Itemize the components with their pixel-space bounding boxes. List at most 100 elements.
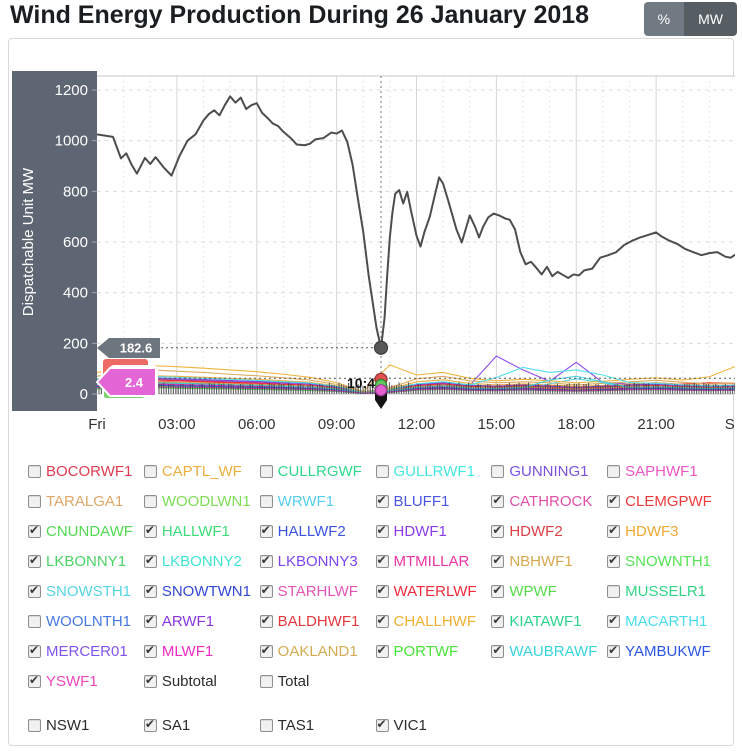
legend-checkbox[interactable] [491, 465, 505, 478]
legend-item-mercer01[interactable]: MERCER01 [28, 641, 144, 662]
legend-checkbox[interactable] [28, 584, 41, 598]
legend-checkbox[interactable] [607, 524, 621, 538]
legend-checkbox[interactable] [28, 719, 41, 732]
legend-item-yswf1[interactable]: YSWF1 [28, 671, 144, 692]
legend-checkbox[interactable] [607, 614, 621, 628]
legend-item-mlwf1[interactable]: MLWF1 [143, 641, 260, 662]
legend-checkbox[interactable] [143, 614, 157, 628]
chart-area[interactable]: 0 200 400 600 800 1000 1200 Dispatchable Unit M… [9, 39, 742, 449]
mw-button[interactable]: MW [684, 2, 737, 36]
legend-checkbox[interactable] [375, 494, 389, 508]
legend-checkbox[interactable] [28, 554, 41, 568]
legend-item-total[interactable]: Total [259, 671, 376, 692]
legend-item-baldhwf1[interactable]: BALDHWF1 [259, 611, 376, 632]
legend-checkbox[interactable] [491, 614, 505, 628]
legend-item-subtotal[interactable]: Subtotal [143, 671, 260, 692]
legend-checkbox[interactable] [143, 718, 157, 732]
legend-item-waterlwf[interactable]: WATERLWF [375, 581, 492, 602]
legend-checkbox[interactable] [259, 554, 273, 568]
legend-item-hdwf3[interactable]: HDWF3 [607, 521, 723, 542]
legend-checkbox[interactable] [259, 644, 273, 658]
legend-item-hallwf1[interactable]: HALLWF1 [143, 521, 260, 542]
legend-item-snowtwn1[interactable]: SNOWTWN1 [143, 581, 260, 602]
legend-item-oakland1[interactable]: OAKLAND1 [259, 641, 376, 662]
legend-item-saphwf1[interactable]: SAPHWF1 [607, 461, 723, 482]
legend-checkbox[interactable] [491, 584, 505, 598]
legend-item-hdwf1[interactable]: HDWF1 [375, 521, 492, 542]
legend-item-yambukwf[interactable]: YAMBUKWF [607, 641, 723, 662]
legend-item-hallwf2[interactable]: HALLWF2 [259, 521, 376, 542]
legend-item-bocorwf1[interactable]: BOCORWF1 [28, 461, 144, 482]
legend-checkbox[interactable] [28, 495, 41, 508]
legend-item-wrwf1[interactable]: WRWF1 [259, 491, 376, 512]
legend-item-macarth1[interactable]: MACARTH1 [607, 611, 723, 632]
legend-checkbox[interactable] [259, 719, 273, 732]
legend-item-arwf1[interactable]: ARWF1 [143, 611, 260, 632]
region-item-sa1[interactable]: SA1 [143, 715, 260, 736]
legend-item-gullrwf1[interactable]: GULLRWF1 [375, 461, 492, 482]
legend-checkbox[interactable] [143, 465, 157, 478]
legend-item-woolnth1[interactable]: WOOLNTH1 [28, 611, 144, 632]
legend-item-cnundawf[interactable]: CNUNDAWF [28, 521, 144, 542]
legend-checkbox[interactable] [259, 495, 273, 508]
legend-checkbox[interactable] [375, 584, 389, 598]
legend-checkbox[interactable] [607, 465, 621, 478]
wind-production-chart[interactable]: 0 200 400 600 800 1000 1200 Dispatchable Unit M… [9, 39, 742, 449]
legend-item-taralga1[interactable]: TARALGA1 [28, 491, 144, 512]
legend-item-lkbonny1[interactable]: LKBONNY1 [28, 551, 144, 572]
legend-checkbox[interactable] [491, 524, 505, 538]
legend-checkbox[interactable] [259, 614, 273, 628]
legend-checkbox[interactable] [491, 644, 505, 658]
legend-checkbox[interactable] [375, 614, 389, 628]
legend-item-captl_wf[interactable]: CAPTL_WF [143, 461, 260, 482]
legend-checkbox[interactable] [143, 524, 157, 538]
legend-checkbox[interactable] [143, 674, 157, 688]
percent-button[interactable]: % [643, 2, 685, 36]
legend-item-hdwf2[interactable]: HDWF2 [491, 521, 607, 542]
legend-item-snownth1[interactable]: SNOWNTH1 [607, 551, 723, 572]
legend-item-musselr1[interactable]: MUSSELR1 [607, 581, 723, 602]
legend-item-bluff1[interactable]: BLUFF1 [375, 491, 492, 512]
legend-checkbox[interactable] [259, 584, 273, 598]
legend-item-starhlwf[interactable]: STARHLWF [259, 581, 376, 602]
legend-checkbox[interactable] [375, 718, 389, 732]
legend-checkbox[interactable] [607, 494, 621, 508]
legend-checkbox[interactable] [607, 585, 621, 598]
legend-item-portwf[interactable]: PORTWF [375, 641, 492, 662]
legend-checkbox[interactable] [491, 554, 505, 568]
legend-checkbox[interactable] [143, 584, 157, 598]
legend-checkbox[interactable] [28, 644, 41, 658]
legend-item-cullrgwf[interactable]: CULLRGWF [259, 461, 376, 482]
legend-item-waubrawf[interactable]: WAUBRAWF [491, 641, 607, 662]
legend-checkbox[interactable] [28, 465, 41, 478]
legend-checkbox[interactable] [491, 494, 505, 508]
legend-item-wpwf[interactable]: WPWF [491, 581, 607, 602]
legend-checkbox[interactable] [143, 644, 157, 658]
legend-checkbox[interactable] [28, 674, 41, 688]
legend-checkbox[interactable] [143, 495, 157, 508]
legend-item-kiatawf1[interactable]: KIATAWF1 [491, 611, 607, 632]
legend-item-clemgpwf[interactable]: CLEMGPWF [607, 491, 723, 512]
legend-checkbox[interactable] [375, 524, 389, 538]
legend-item-gunning1[interactable]: GUNNING1 [491, 461, 607, 482]
legend-checkbox[interactable] [607, 644, 621, 658]
legend-checkbox[interactable] [375, 465, 389, 478]
legend-checkbox[interactable] [607, 554, 621, 568]
legend-item-challhwf[interactable]: CHALLHWF [375, 611, 492, 632]
legend-item-lkbonny3[interactable]: LKBONNY3 [259, 551, 376, 572]
legend-checkbox[interactable] [259, 465, 273, 478]
region-item-nsw1[interactable]: NSW1 [28, 715, 144, 736]
legend-item-snowsth1[interactable]: SNOWSTH1 [28, 581, 144, 602]
region-item-tas1[interactable]: TAS1 [259, 715, 376, 736]
legend-checkbox[interactable] [143, 554, 157, 568]
legend-item-cathrock[interactable]: CATHROCK [491, 491, 607, 512]
legend-checkbox[interactable] [259, 675, 273, 688]
legend-item-lkbonny2[interactable]: LKBONNY2 [143, 551, 260, 572]
region-item-vic1[interactable]: VIC1 [375, 715, 492, 736]
legend-checkbox[interactable] [375, 644, 389, 658]
legend-checkbox[interactable] [28, 615, 41, 628]
legend-checkbox[interactable] [375, 554, 389, 568]
legend-item-woodlwn1[interactable]: WOODLWN1 [143, 491, 260, 512]
legend-item-nbhwf1[interactable]: NBHWF1 [491, 551, 607, 572]
legend-checkbox[interactable] [259, 524, 273, 538]
